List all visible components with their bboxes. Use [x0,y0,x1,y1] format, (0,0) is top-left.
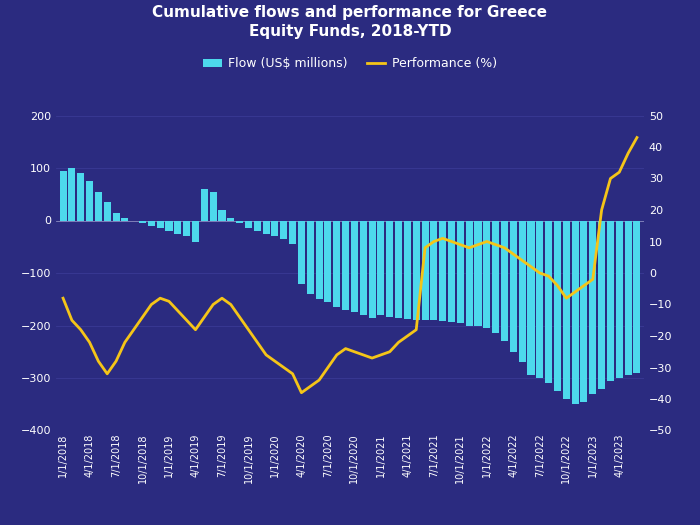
Bar [104,202,111,220]
Bar [262,220,270,234]
Bar [545,220,552,383]
Bar [139,220,146,223]
Bar [492,220,499,333]
Bar [554,220,561,391]
Bar [77,173,84,220]
Legend: Flow (US$ millions), Performance (%): Flow (US$ millions), Performance (%) [198,52,502,76]
Bar [439,220,446,321]
Bar [174,220,181,234]
Bar [183,220,190,236]
Bar [466,220,472,326]
Bar [121,218,128,220]
Bar [201,189,208,220]
Bar [218,210,225,220]
Bar [483,220,491,328]
Bar [580,220,587,402]
Bar [589,220,596,394]
Bar [289,220,296,244]
Bar [148,220,155,226]
Bar [280,220,287,239]
Bar [165,220,172,231]
Bar [272,220,279,236]
Bar [192,220,199,242]
Bar [245,220,252,228]
Bar [607,220,614,381]
Bar [430,220,438,320]
Bar [298,220,305,284]
Bar [157,220,164,228]
Bar [457,220,464,323]
Bar [395,220,402,318]
Bar [360,220,367,315]
Bar [316,220,323,299]
Bar [598,220,606,388]
Text: Cumulative flows and performance for Greece
Equity Funds, 2018-YTD: Cumulative flows and performance for Gre… [153,5,547,39]
Bar [528,220,535,375]
Bar [351,220,358,312]
Bar [404,220,411,319]
Bar [60,171,66,220]
Bar [519,220,526,362]
Bar [86,181,93,220]
Bar [624,220,631,375]
Bar [236,220,243,223]
Bar [501,220,508,341]
Bar [333,220,340,307]
Bar [307,220,314,294]
Bar [421,220,428,320]
Bar [536,220,543,378]
Bar [254,220,261,231]
Bar [209,192,217,220]
Bar [69,168,76,220]
Bar [616,220,623,378]
Bar [413,220,420,320]
Bar [324,220,332,302]
Bar [377,220,384,315]
Bar [113,213,120,220]
Bar [342,220,349,310]
Bar [510,220,517,352]
Bar [475,220,482,326]
Bar [634,220,640,373]
Bar [572,220,579,404]
Bar [448,220,455,322]
Bar [94,192,102,220]
Bar [386,220,393,317]
Bar [368,220,376,318]
Bar [228,218,234,220]
Bar [563,220,570,399]
